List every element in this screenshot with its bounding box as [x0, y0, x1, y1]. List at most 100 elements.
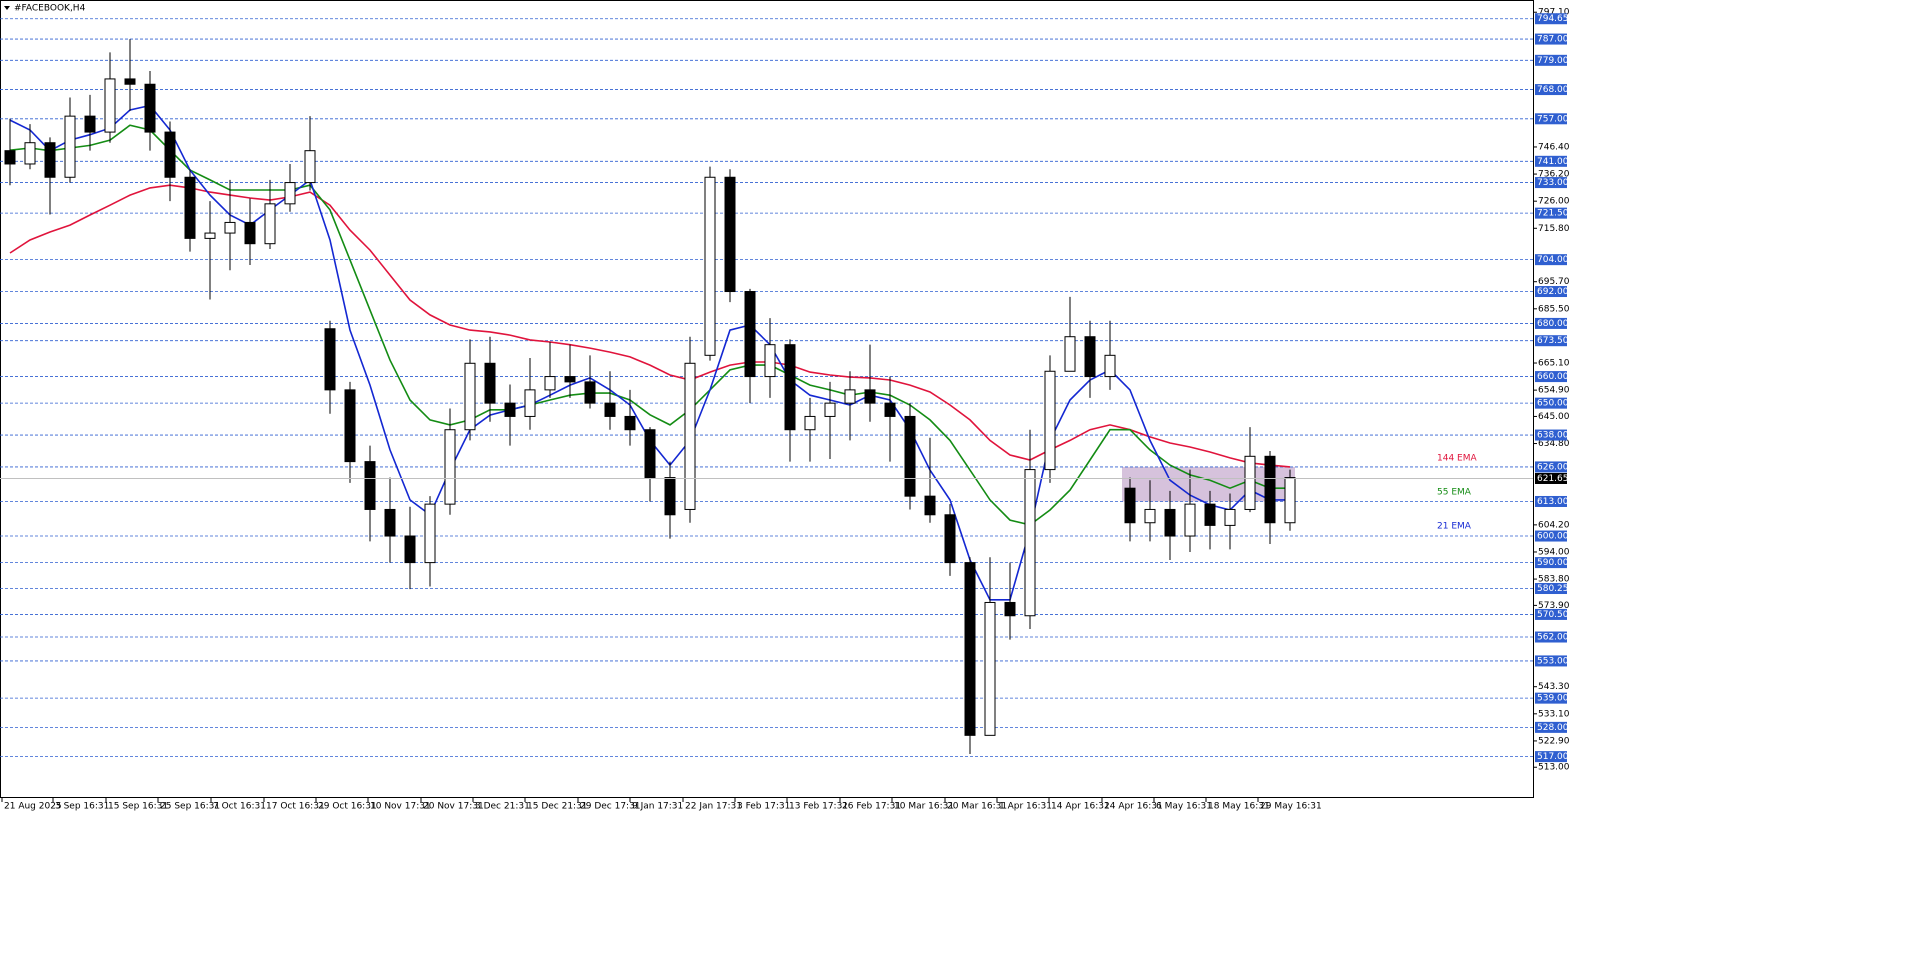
y-tick-label: 695.70	[1538, 277, 1570, 287]
ema-label: 144 EMA	[1437, 454, 1477, 464]
candle-body	[564, 376, 576, 383]
level-label-box	[1535, 655, 1567, 667]
y-tick-label: 736.20	[1538, 170, 1570, 180]
y-tick-label: 645.00	[1538, 412, 1570, 422]
y-tick-label: 573.90	[1538, 601, 1570, 611]
candle-body	[924, 495, 936, 516]
level-label-box	[1535, 371, 1567, 383]
level-label: 638.00	[1537, 431, 1569, 441]
candle-body	[484, 362, 496, 404]
level-label-box	[1535, 530, 1567, 542]
x-tick-label: 29 May 16:31	[1260, 802, 1322, 812]
candle-body	[644, 429, 656, 479]
x-tick-label: 7 Oct 16:31	[213, 802, 266, 812]
level-label-box	[1535, 583, 1567, 595]
level-label: 757.00	[1537, 114, 1569, 124]
current-price-box	[1535, 472, 1567, 484]
candle-body	[704, 176, 716, 356]
candle-body	[164, 131, 176, 178]
candle-body	[1224, 508, 1236, 526]
candle-body	[1264, 455, 1276, 524]
candle-body	[1104, 354, 1116, 378]
menu-icon[interactable]	[4, 6, 10, 10]
candle-body	[224, 221, 236, 234]
candle-body	[904, 415, 916, 497]
y-tick-label: 665.10	[1538, 359, 1570, 369]
x-tick-label: 3 Feb 17:31	[737, 802, 790, 812]
level-label: 721.50	[1537, 209, 1569, 219]
level-label: 673.50	[1537, 336, 1569, 346]
candle-body	[104, 78, 116, 133]
level-label: 590.00	[1537, 558, 1569, 568]
x-tick-label: 10 Nov 17:31	[370, 802, 431, 812]
level-label: 553.00	[1537, 656, 1569, 666]
x-tick-label: 20 Nov 17:31	[423, 802, 484, 812]
candle-body	[964, 562, 976, 736]
level-label: 794.65	[1537, 14, 1569, 24]
candle-body	[184, 176, 196, 239]
candle-body	[944, 514, 956, 564]
candle-body	[1004, 601, 1016, 617]
candle-body	[24, 142, 36, 165]
candle-body	[784, 344, 796, 431]
x-tick-label: 14 Apr 16:31	[1051, 802, 1110, 812]
candle-body	[44, 142, 56, 178]
candle-body	[344, 389, 356, 463]
y-tick-label: 634.80	[1538, 439, 1570, 449]
ema-label: 55 EMA	[1437, 488, 1472, 498]
y-tick-label: 726.00	[1538, 197, 1570, 207]
ema-label: 21 EMA	[1437, 522, 1472, 532]
x-tick-label: 15 Dec 21:31	[527, 802, 588, 812]
x-tick-label: 6 May 16:31	[1156, 802, 1212, 812]
candle-body	[724, 176, 736, 293]
candle-body	[1204, 503, 1216, 526]
candle-body	[324, 328, 336, 391]
candle-body	[1124, 487, 1136, 524]
level-label: 704.00	[1537, 255, 1569, 265]
level-label: 613.00	[1537, 497, 1569, 507]
x-tick-label: 15 Sep 16:31	[108, 802, 168, 812]
x-tick-label: 24 Apr 16:31	[1104, 802, 1163, 812]
level-label: 680.00	[1537, 319, 1569, 329]
candle-body	[504, 402, 516, 417]
level-label-box	[1535, 608, 1567, 620]
x-tick-label: 21 Aug 2025	[4, 802, 62, 812]
candle-body	[244, 221, 256, 245]
candle-body	[304, 150, 316, 184]
candle-body	[1084, 336, 1096, 378]
level-label: 787.00	[1537, 35, 1569, 45]
candle-body	[144, 83, 156, 133]
y-tick-label: 522.90	[1538, 736, 1570, 746]
level-label: 517.00	[1537, 752, 1569, 762]
y-tick-label: 513.00	[1538, 763, 1570, 773]
candle-body	[464, 362, 476, 431]
candle-body	[804, 415, 816, 431]
x-tick-label: 1 Apr 16:31	[999, 802, 1052, 812]
y-tick-label: 715.80	[1538, 224, 1570, 234]
candle-body	[1044, 370, 1056, 471]
level-label: 600.00	[1537, 532, 1569, 542]
level-label: 580.25	[1537, 584, 1569, 594]
level-label: 741.00	[1537, 157, 1569, 167]
candle-body	[204, 232, 216, 239]
y-tick-label: 797.10	[1538, 8, 1570, 18]
level-label: 768.00	[1537, 85, 1569, 95]
x-tick-label: 29 Dec 17:31	[580, 802, 641, 812]
candle-body	[624, 415, 636, 431]
candle-body	[264, 203, 276, 245]
level-label-box	[1535, 631, 1567, 643]
level-label-box	[1535, 721, 1567, 733]
level-label-box	[1535, 155, 1567, 167]
level-label: 528.00	[1537, 723, 1569, 733]
level-label-box	[1535, 254, 1567, 266]
candle-body	[1164, 508, 1176, 537]
y-tick-label: 583.80	[1538, 575, 1570, 585]
ema-line	[9, 124, 1290, 526]
candle-body	[284, 182, 296, 205]
x-tick-label: 9 Jan 17:31	[632, 802, 683, 812]
y-tick-label: 533.10	[1538, 709, 1570, 719]
candle-body	[544, 376, 556, 391]
plot-frame	[0, 0, 1534, 798]
level-label: 650.00	[1537, 399, 1569, 409]
